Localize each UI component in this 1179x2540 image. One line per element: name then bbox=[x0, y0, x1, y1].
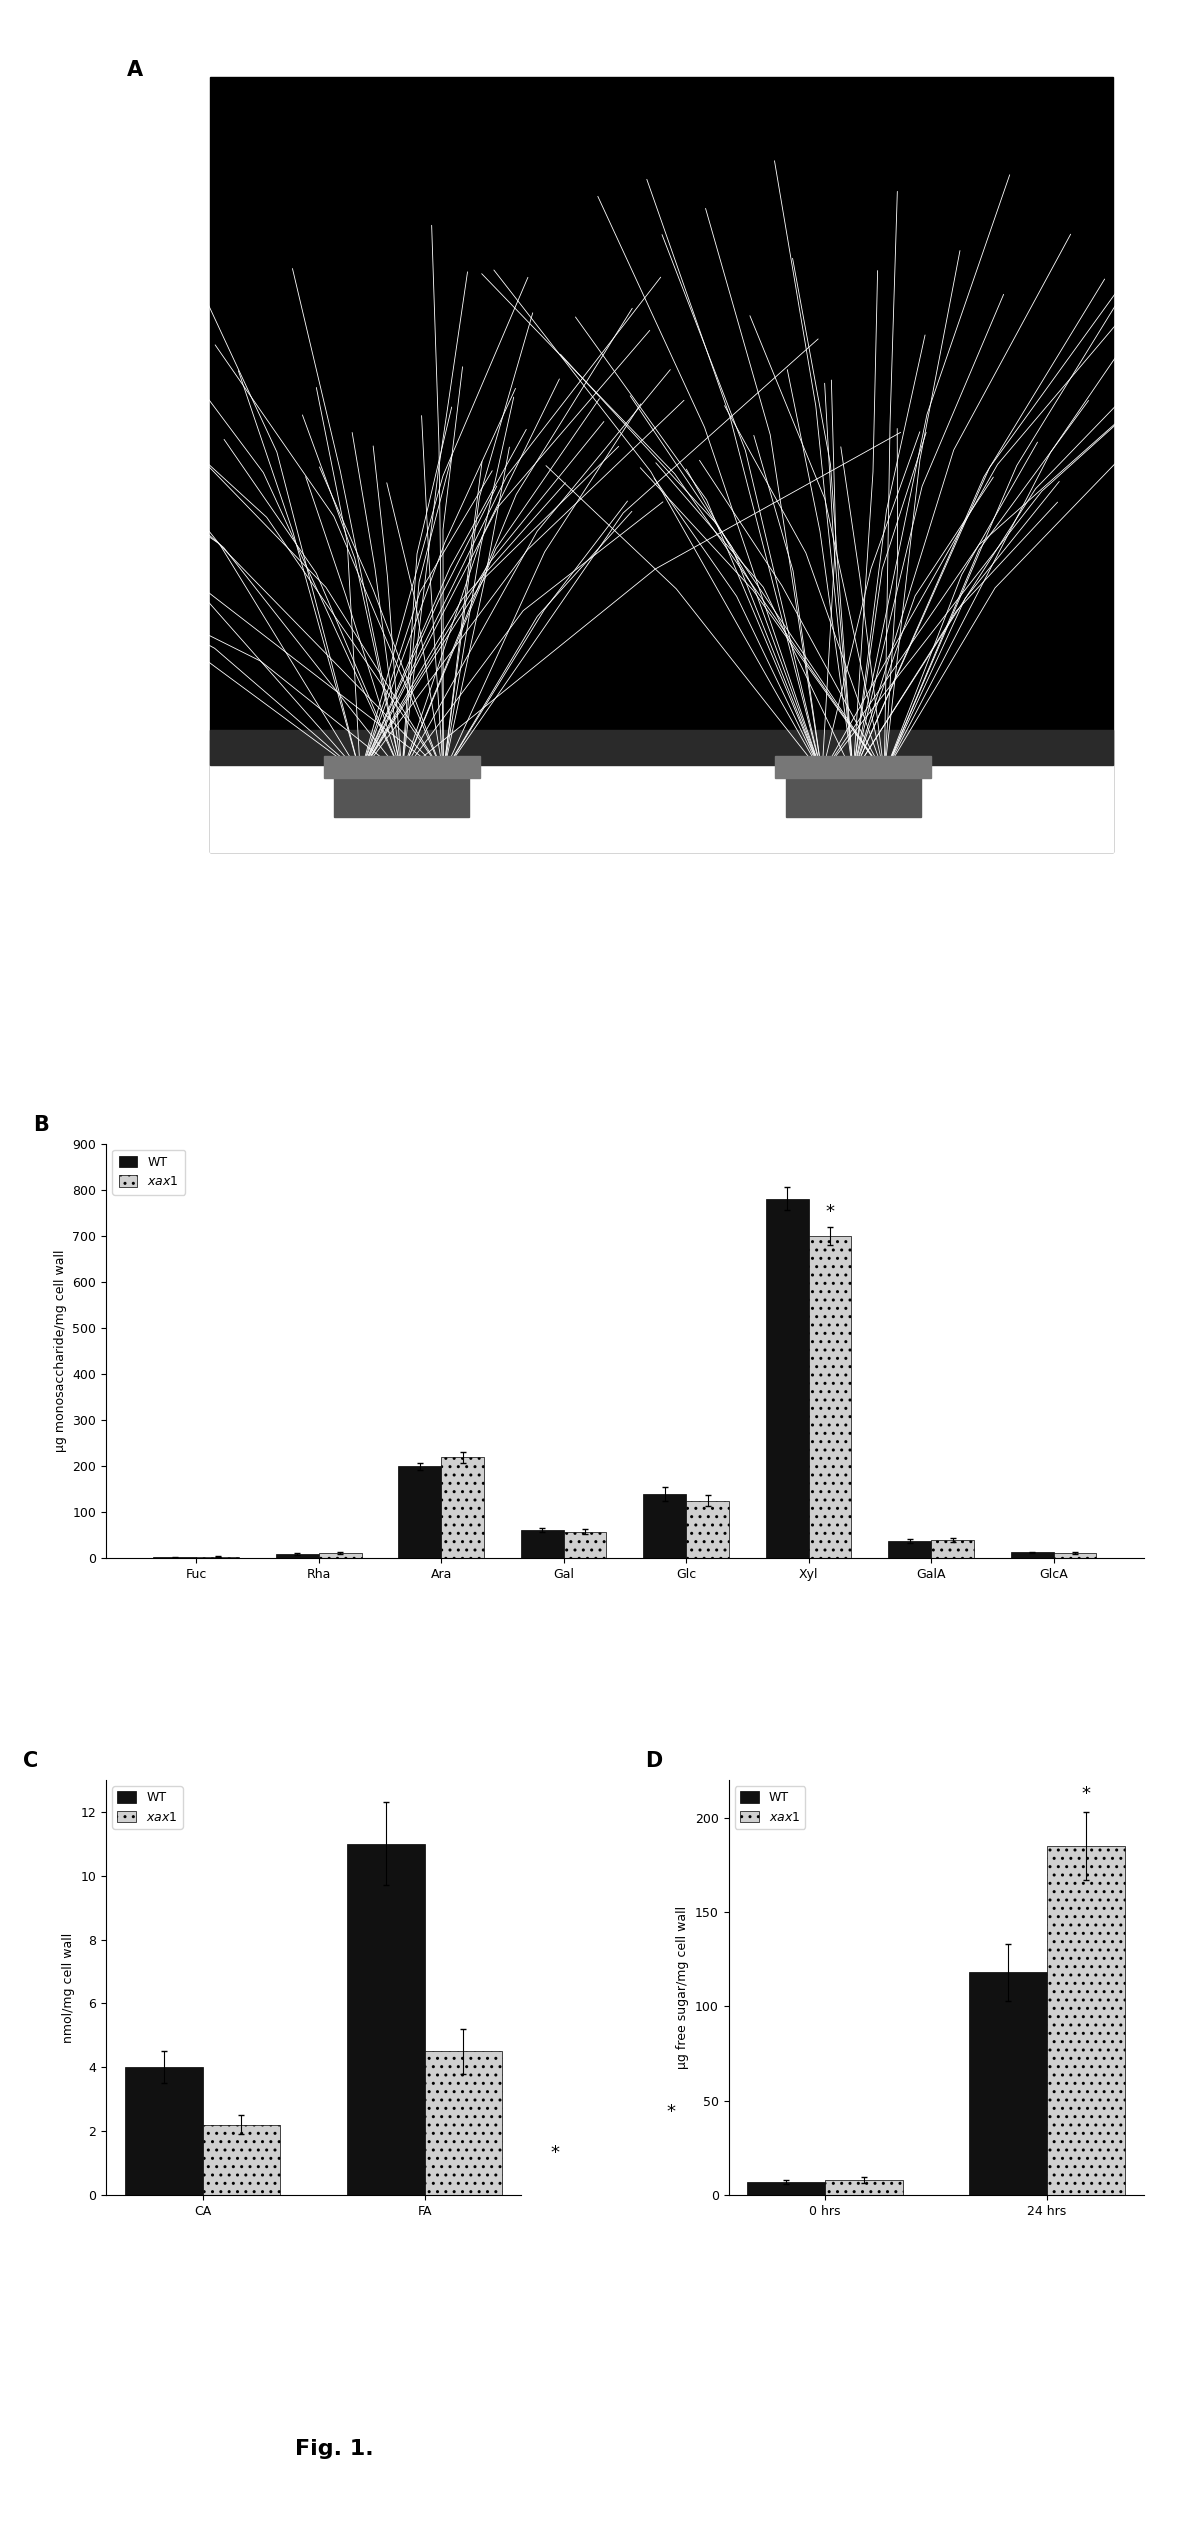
Text: *: * bbox=[1081, 1786, 1091, 1803]
Legend: WT, $xax1$: WT, $xax1$ bbox=[735, 1786, 805, 1829]
Bar bbox=[347, 1844, 424, 2195]
Bar bbox=[125, 2068, 203, 2195]
Bar bbox=[276, 1554, 318, 1560]
Text: *: * bbox=[551, 2144, 559, 2162]
Text: C: C bbox=[24, 1750, 39, 1770]
Bar bbox=[203, 2126, 281, 2195]
Bar bbox=[399, 1466, 441, 1560]
Bar bbox=[825, 2179, 903, 2195]
Y-axis label: µg monosaccharide/mg cell wall: µg monosaccharide/mg cell wall bbox=[54, 1250, 67, 1453]
Bar bbox=[1010, 1552, 1054, 1560]
Bar bbox=[1054, 1552, 1096, 1560]
Bar bbox=[931, 1539, 974, 1560]
Bar bbox=[644, 1494, 686, 1560]
Text: B: B bbox=[33, 1115, 50, 1135]
Text: D: D bbox=[646, 1750, 663, 1770]
Bar bbox=[1047, 1847, 1125, 2195]
Bar bbox=[776, 757, 931, 777]
Bar bbox=[210, 76, 1113, 853]
Bar bbox=[785, 762, 921, 818]
Legend: WT, $xax1$: WT, $xax1$ bbox=[112, 1151, 185, 1194]
Bar bbox=[888, 1542, 931, 1560]
Text: *: * bbox=[825, 1204, 835, 1222]
Bar bbox=[686, 1501, 729, 1560]
Bar bbox=[210, 732, 1113, 765]
Text: xax1: xax1 bbox=[868, 805, 905, 820]
Bar bbox=[441, 1458, 485, 1560]
Y-axis label: µg free sugar/mg cell wall: µg free sugar/mg cell wall bbox=[677, 1905, 690, 2070]
Bar bbox=[765, 1199, 809, 1560]
Bar bbox=[210, 765, 1113, 853]
Bar bbox=[424, 2052, 502, 2195]
Bar bbox=[521, 1529, 564, 1560]
Legend: WT, $xax1$: WT, $xax1$ bbox=[112, 1786, 183, 1829]
Y-axis label: nmol/mg cell wall: nmol/mg cell wall bbox=[62, 1933, 75, 2042]
Bar bbox=[969, 1974, 1047, 2195]
Bar bbox=[564, 1532, 606, 1560]
Text: Fig. 1.: Fig. 1. bbox=[295, 2438, 374, 2459]
Text: A: A bbox=[127, 58, 143, 79]
Text: WT: WT bbox=[423, 805, 448, 820]
Text: *: * bbox=[666, 2103, 676, 2121]
Bar bbox=[318, 1552, 362, 1560]
Bar bbox=[747, 2182, 825, 2195]
Bar bbox=[809, 1237, 851, 1560]
Bar bbox=[324, 757, 480, 777]
Bar bbox=[335, 762, 469, 818]
